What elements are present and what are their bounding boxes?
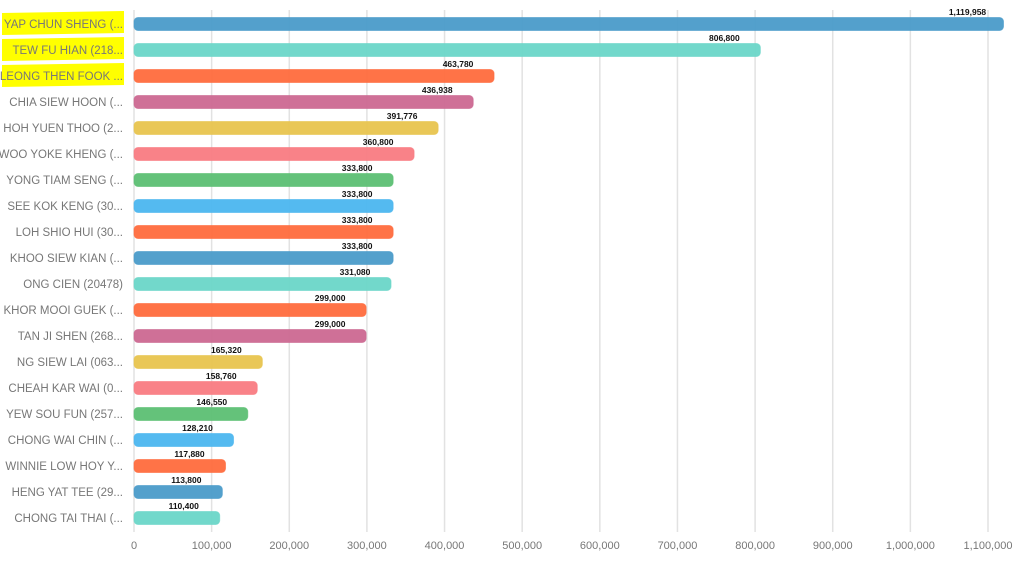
bar — [133, 355, 263, 369]
data-label: 331,080 — [340, 267, 371, 277]
label-highlight — [2, 11, 124, 35]
data-label: 113,800 — [171, 475, 202, 485]
data-label: 165,320 — [211, 345, 242, 355]
bar — [133, 225, 394, 239]
bar — [133, 173, 394, 187]
bar — [133, 329, 367, 343]
bar — [133, 485, 223, 499]
x-tick-label: 900,000 — [813, 540, 853, 552]
label-highlight — [2, 63, 124, 87]
bar — [133, 43, 761, 57]
x-tick-label: 600,000 — [580, 540, 620, 552]
data-label: 158,760 — [206, 371, 237, 381]
bar — [133, 147, 415, 161]
category-label: CHONG TAI THAI (... — [14, 513, 123, 525]
bar — [133, 459, 227, 473]
bar — [133, 511, 221, 525]
bar — [133, 251, 394, 265]
data-label: 299,000 — [315, 293, 346, 303]
x-tick-label: 800,000 — [735, 540, 775, 552]
category-label: LOH SHIO HUI (30... — [16, 227, 123, 239]
bar — [133, 277, 392, 291]
category-label: CHIA SIEW HOON (... — [9, 97, 123, 109]
category-label: YONG TIAM SENG (... — [6, 175, 123, 187]
data-label: 333,800 — [342, 189, 373, 199]
category-label: CHONG WAI CHIN (... — [8, 435, 123, 447]
x-tick-label: 400,000 — [425, 540, 465, 552]
category-label: TAN JI SHEN (268... — [18, 331, 123, 343]
data-label: 128,210 — [182, 423, 213, 433]
label-highlight — [2, 37, 124, 61]
category-label: WINNIE LOW HOY Y... — [5, 461, 123, 473]
x-tick-label: 300,000 — [347, 540, 387, 552]
category-label: KHOR MOOI GUEK (... — [4, 305, 123, 317]
category-label: SEE KOK KENG (30... — [7, 201, 123, 213]
data-label: 333,800 — [342, 215, 373, 225]
x-tick-label: 500,000 — [502, 540, 542, 552]
category-label: NG SIEW LAI (063... — [17, 357, 123, 369]
category-label: YAP CHUN SHENG (... — [4, 19, 123, 31]
x-tick-label: 0 — [131, 540, 137, 552]
data-label: 299,000 — [315, 319, 346, 329]
bar — [133, 121, 439, 135]
bar — [133, 303, 367, 317]
data-label: 146,550 — [196, 397, 227, 407]
bar — [133, 95, 474, 109]
data-label: 806,800 — [709, 33, 740, 43]
bar — [133, 381, 258, 395]
data-label: 436,938 — [422, 85, 453, 95]
category-label: WOO YOKE KHENG (... — [0, 149, 123, 161]
category-label: LEONG THEN FOOK ... — [0, 71, 123, 83]
data-label: 360,800 — [363, 137, 394, 147]
category-label: YEW SOU FUN (257... — [6, 409, 123, 421]
bar — [133, 407, 249, 421]
x-tick-label: 100,000 — [192, 540, 232, 552]
bar — [133, 433, 235, 447]
bar — [133, 199, 394, 213]
x-tick-label: 200,000 — [269, 540, 309, 552]
data-label: 391,776 — [387, 111, 418, 121]
category-label: HOH YUEN THOO (2... — [3, 123, 123, 135]
data-label: 110,400 — [169, 501, 200, 511]
data-label: 333,800 — [342, 163, 373, 173]
data-label: 117,880 — [174, 449, 205, 459]
bar — [133, 69, 495, 83]
x-tick-label: 1,000,000 — [886, 540, 935, 552]
category-label: CHEAH KAR WAI (0... — [8, 383, 123, 395]
data-label: 1,119,958 — [949, 7, 987, 17]
bar — [133, 17, 1004, 31]
category-label: TEW FU HIAN (218... — [12, 45, 123, 57]
data-label: 333,800 — [342, 241, 373, 251]
data-label: 463,780 — [443, 59, 474, 69]
x-tick-label: 700,000 — [658, 540, 698, 552]
x-tick-label: 1,100,000 — [964, 540, 1013, 552]
category-label: ONG CIEN (20478) — [23, 279, 123, 291]
category-label: HENG YAT TEE (29... — [12, 487, 123, 499]
category-label: KHOO SIEW KIAN (... — [10, 253, 123, 265]
